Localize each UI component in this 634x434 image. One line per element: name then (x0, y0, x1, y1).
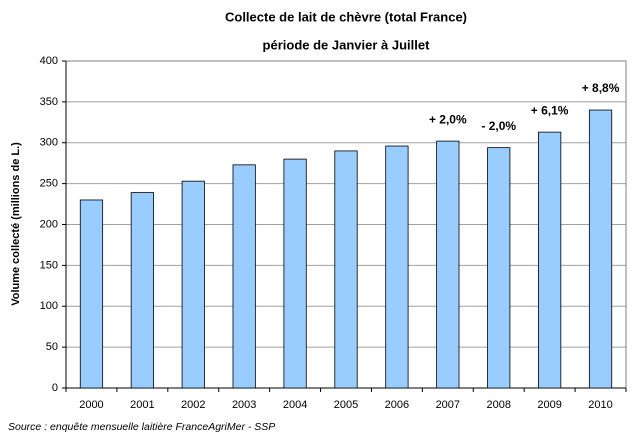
chart-subtitle: période de Janvier à Juillet (263, 37, 431, 52)
x-tick-label: 2003 (232, 399, 256, 411)
bar (436, 140, 460, 389)
bar (130, 192, 154, 389)
x-tick-label: 2008 (486, 399, 510, 411)
bar (334, 150, 358, 389)
source-note: Source : enquête mensuelle laitière Fran… (8, 421, 275, 433)
chart-title: Collecte de lait de chèvre (total France… (225, 9, 467, 24)
x-tick-label: 2004 (283, 399, 307, 411)
annotation: + 2,0% (429, 112, 467, 126)
annotation: - 2,0% (481, 119, 516, 133)
y-tick-label: 100 (40, 300, 58, 312)
y-axis-title: Volume collecté (millions de L.) (10, 142, 22, 306)
bar (79, 199, 104, 389)
y-tick-label: 200 (40, 218, 58, 230)
bar (283, 158, 307, 389)
x-tick-label: 2002 (181, 399, 205, 411)
bar (181, 180, 205, 389)
annotation: + 8,8% (582, 81, 620, 95)
y-tick-label: 300 (40, 137, 58, 149)
x-tick-label: 2007 (436, 399, 460, 411)
y-tick-label: 350 (40, 96, 58, 108)
bar (538, 131, 562, 389)
y-tick-label: 400 (40, 55, 58, 67)
bar (385, 145, 409, 389)
bar (232, 164, 256, 389)
x-tick-label: 2006 (385, 399, 409, 411)
bar (487, 147, 511, 389)
bar (588, 109, 613, 389)
y-tick-label: 50 (46, 341, 58, 353)
x-tick-label: 2009 (537, 399, 561, 411)
y-tick-label: 0 (52, 382, 58, 394)
x-tick-label: 2005 (334, 399, 358, 411)
x-tick-label: 2000 (79, 399, 103, 411)
y-tick-label: 150 (40, 259, 58, 271)
y-tick-label: 250 (40, 178, 58, 190)
annotation: + 6,1% (531, 103, 569, 117)
x-tick-label: 2001 (130, 399, 154, 411)
x-tick-label: 2010 (588, 399, 612, 411)
